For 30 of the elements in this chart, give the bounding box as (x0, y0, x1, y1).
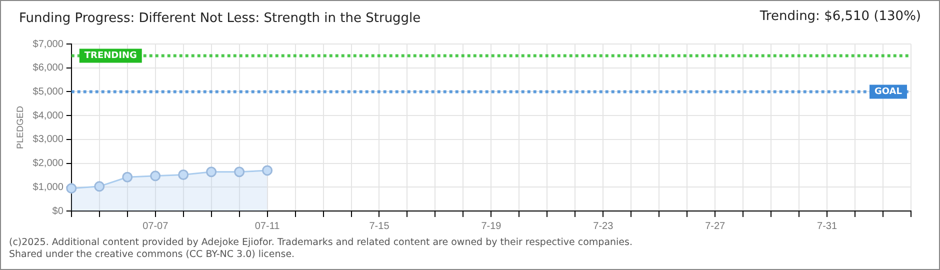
text: (c)2025. Additional content provided by Adejoke Ejiofor. Trademarks and related content are owned by their respective companies. (9, 237, 632, 249)
y-tick-label: $7,000 (32, 38, 64, 50)
x-tick-label: 7-15 (369, 220, 390, 232)
ref-line-label: GOAL (874, 87, 902, 98)
point (150, 170, 161, 182)
y-tick-label: $3,000 (32, 134, 64, 146)
point (206, 166, 217, 178)
x-tick-label: 7-27 (705, 220, 726, 232)
x-tick-label: 07-11 (254, 220, 280, 232)
y-tick-label: $5,000 (32, 86, 64, 98)
chart-title: Funding Progress: Different Not Less: Strength in the Struggle (19, 11, 421, 26)
point (234, 166, 245, 178)
y-tick-label: $6,000 (32, 62, 64, 74)
y-tick-label: $2,000 (32, 158, 64, 170)
ref-line-label: TRENDING (84, 51, 137, 62)
text: Shared under the creative commons (CC BY-NC 3.0) license. (9, 249, 296, 261)
point (122, 172, 133, 182)
x-tick-label: 7-19 (481, 220, 502, 232)
point (94, 181, 105, 192)
point (66, 183, 77, 194)
y-axis-title: PLEDGED (14, 105, 25, 150)
y-tick-label: $1,000 (32, 182, 64, 193)
point (178, 169, 189, 180)
y-tick-label: $0 (52, 206, 64, 217)
y-tick-label: $4,000 (32, 110, 64, 122)
x-tick-label: 07-07 (142, 220, 169, 232)
x-tick-label: 7-31 (817, 220, 838, 232)
chart-subtitle: Trending: $6,510 (130%) (760, 9, 921, 24)
point (262, 165, 273, 176)
x-tick-label: 7-23 (593, 220, 614, 232)
